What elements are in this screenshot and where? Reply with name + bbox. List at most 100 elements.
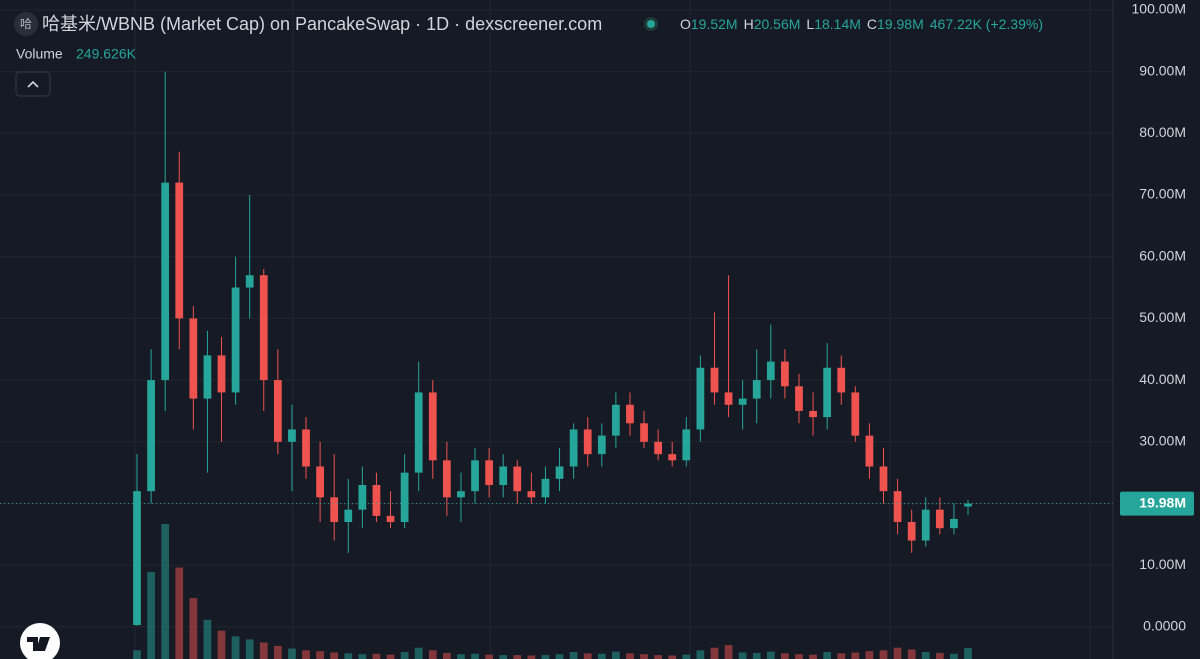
volume-bar bbox=[414, 647, 423, 659]
candle-body bbox=[682, 429, 691, 461]
candle-body bbox=[569, 429, 578, 467]
candle-body bbox=[161, 182, 170, 381]
y-tick-label: 80.00M bbox=[1139, 124, 1186, 140]
candle-body bbox=[879, 466, 888, 492]
volume-bar bbox=[330, 652, 339, 659]
candle-body bbox=[471, 460, 479, 492]
volume-bar bbox=[724, 645, 733, 659]
volume-bar bbox=[569, 652, 578, 659]
candle-body bbox=[837, 367, 846, 393]
legend-value: 18.14M bbox=[814, 16, 861, 32]
volume-bar bbox=[259, 642, 268, 659]
volume-bar bbox=[288, 648, 296, 659]
volume-bar bbox=[837, 653, 846, 659]
volume-bar bbox=[781, 653, 789, 659]
volume-bar bbox=[851, 652, 860, 659]
candle-body bbox=[203, 355, 212, 399]
candle-body bbox=[696, 367, 705, 430]
candle-body bbox=[555, 466, 564, 479]
candle-body bbox=[597, 435, 606, 455]
candle-body bbox=[809, 410, 817, 418]
volume-bar bbox=[809, 654, 817, 659]
candle-body bbox=[752, 380, 761, 399]
candle-body bbox=[400, 472, 409, 523]
y-tick-label: 70.00M bbox=[1139, 186, 1186, 202]
candle-body bbox=[907, 522, 916, 541]
volume-bar bbox=[964, 648, 972, 659]
change-value: 467.22K (+2.39%) bbox=[930, 16, 1043, 32]
candle-body bbox=[414, 392, 423, 473]
volume-value: 249.626K bbox=[76, 46, 137, 62]
volume-bar bbox=[161, 524, 170, 659]
tv-logo bbox=[27, 637, 50, 651]
candle-body bbox=[147, 380, 155, 492]
collapse-icon bbox=[27, 80, 39, 88]
volume-bar bbox=[316, 651, 324, 659]
volume-bar bbox=[147, 571, 155, 659]
candle-body bbox=[724, 392, 733, 405]
candle-body bbox=[316, 466, 324, 498]
y-tick-label: 10.00M bbox=[1139, 556, 1186, 572]
candle-body bbox=[738, 398, 747, 405]
y-tick-label: 90.00M bbox=[1139, 62, 1186, 78]
status-dot bbox=[647, 20, 655, 28]
candle-body bbox=[612, 404, 620, 436]
candle-body bbox=[259, 275, 268, 381]
candle-body bbox=[302, 429, 310, 467]
volume-bar bbox=[583, 653, 592, 659]
candle-body bbox=[372, 484, 381, 516]
volume-bar bbox=[457, 654, 465, 659]
volume-bar bbox=[907, 649, 916, 659]
volume-bar bbox=[372, 653, 381, 659]
y-tick-label: 0.0000 bbox=[1143, 618, 1186, 634]
candle-body bbox=[231, 287, 240, 393]
volume-bar bbox=[823, 652, 832, 659]
y-tick-label: 60.00M bbox=[1139, 247, 1186, 263]
candle-body bbox=[865, 435, 874, 467]
volume-bar bbox=[654, 655, 663, 659]
volume-bar bbox=[428, 650, 437, 659]
candle-body bbox=[710, 367, 719, 393]
ohlc-legend: O19.52M H20.56M L18.14M C19.98M 467.22K (+2.… bbox=[680, 16, 1043, 32]
candle-body bbox=[893, 491, 902, 523]
collapse-button[interactable] bbox=[15, 71, 51, 97]
volume-bar bbox=[935, 652, 944, 659]
candle-body bbox=[626, 404, 634, 424]
volume-bar bbox=[950, 653, 958, 659]
volume-bar bbox=[273, 645, 282, 659]
volume-bar bbox=[795, 654, 803, 659]
legend-key: H bbox=[744, 16, 754, 32]
y-tick-label: 50.00M bbox=[1139, 309, 1186, 325]
legend-key: L bbox=[806, 16, 814, 32]
candle-body bbox=[851, 392, 860, 436]
volume-bar bbox=[668, 655, 677, 659]
volume-bar bbox=[485, 654, 493, 659]
candle-body bbox=[640, 423, 648, 442]
volume-bar bbox=[358, 654, 367, 659]
candle-body bbox=[921, 509, 930, 541]
candle-body bbox=[175, 182, 184, 319]
candle-body bbox=[964, 503, 972, 507]
y-tick-label: 100.00M bbox=[1132, 1, 1186, 17]
candle-body bbox=[330, 497, 339, 523]
legend-key: C bbox=[867, 16, 877, 32]
candle-body bbox=[217, 355, 226, 393]
candle-body bbox=[527, 491, 536, 498]
volume-bar bbox=[766, 651, 775, 659]
token-icon-text: 哈 bbox=[20, 17, 32, 31]
volume-label: Volume bbox=[16, 46, 63, 62]
volume-bar bbox=[513, 655, 522, 659]
volume-bar bbox=[175, 567, 184, 659]
volume-bar bbox=[499, 655, 508, 659]
candle-body bbox=[245, 275, 254, 288]
volume-bar bbox=[752, 652, 761, 659]
volume-bar bbox=[231, 636, 240, 659]
volume-bar bbox=[640, 654, 648, 659]
volume-bar bbox=[527, 655, 536, 659]
candle-body bbox=[654, 441, 663, 455]
legend-key: O bbox=[680, 16, 691, 32]
volume-bar bbox=[245, 639, 254, 659]
y-tick-label: 30.00M bbox=[1139, 433, 1186, 449]
candle-body bbox=[935, 509, 944, 529]
